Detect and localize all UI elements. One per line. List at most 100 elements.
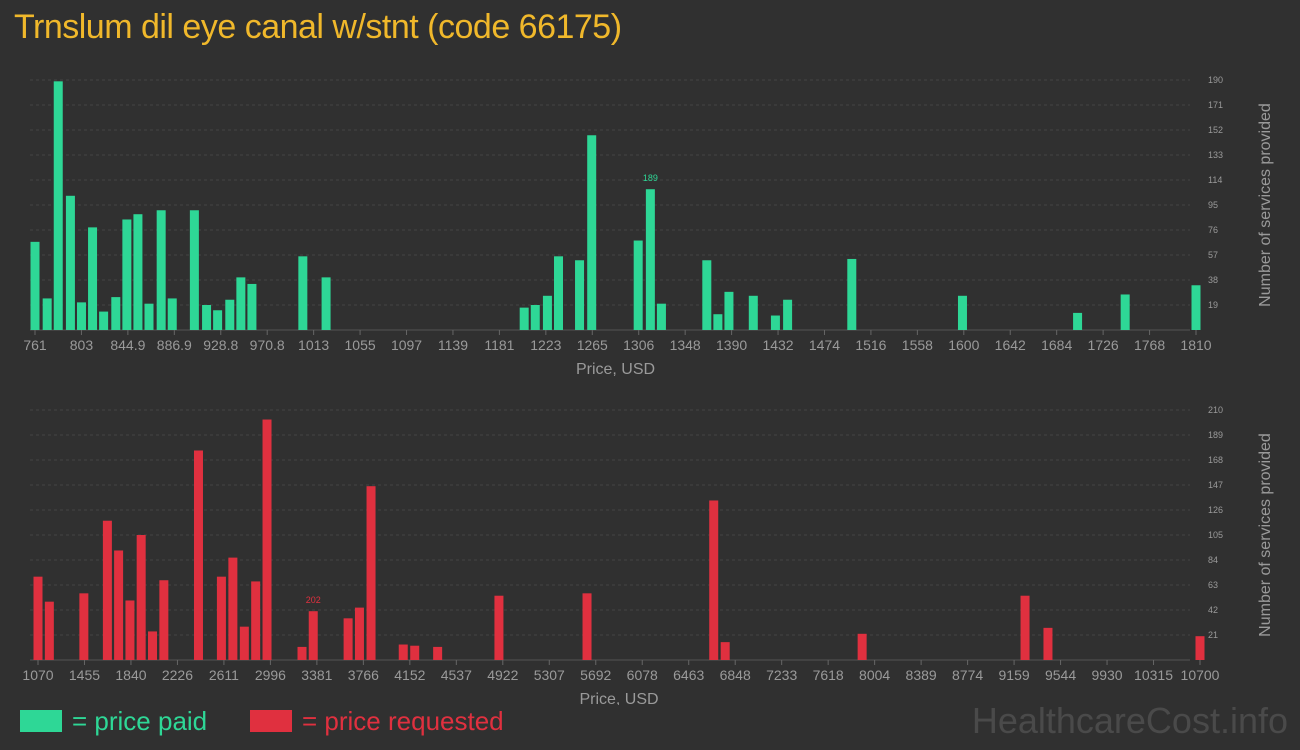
paid-bar [1073, 312, 1083, 330]
paid-x-tick-label: 1432 [762, 337, 793, 353]
requested-x-tick-label: 3766 [348, 667, 379, 683]
paid-bar [724, 291, 734, 330]
requested-bar [433, 646, 443, 660]
requested-y-tick-label: 147 [1208, 480, 1223, 490]
requested-bar [1043, 627, 1053, 660]
requested-y-tick-label: 126 [1208, 505, 1223, 515]
legend-paid-label: = price paid [72, 705, 208, 736]
paid-y-tick-label: 57 [1208, 250, 1218, 260]
paid-bar [748, 295, 758, 330]
requested-x-axis-title: Price, USD [579, 691, 658, 705]
paid-x-tick-label: 1097 [391, 337, 422, 353]
requested-x-tick-label: 2226 [162, 667, 193, 683]
requested-bar [582, 593, 592, 660]
paid-bar [587, 135, 597, 330]
paid-y-axis-title: Number of services provided [1257, 103, 1274, 307]
paid-bar [713, 314, 723, 330]
paid-y-tick-label: 76 [1208, 225, 1218, 235]
paid-bar [1191, 285, 1201, 330]
requested-bar [262, 419, 272, 660]
paid-y-tick-label: 19 [1208, 300, 1218, 310]
paid-bar [247, 283, 257, 330]
requested-x-tick-label: 8004 [859, 667, 890, 683]
paid-bar [1120, 294, 1130, 330]
requested-x-tick-label: 1840 [115, 667, 146, 683]
paid-y-tick-label: 114 [1208, 175, 1222, 185]
paid-bar [88, 227, 98, 330]
paid-y-tick-label: 190 [1208, 75, 1223, 85]
requested-bar [79, 593, 89, 660]
paid-x-tick-label: 1139 [438, 337, 468, 353]
paid-x-tick-label: 1600 [948, 337, 979, 353]
paid-bar [298, 256, 308, 330]
requested-x-tick-label: 2996 [255, 667, 286, 683]
requested-x-tick-label: 9930 [1091, 667, 1122, 683]
paid-x-tick-label: 1306 [623, 337, 654, 353]
requested-y-tick-label: 189 [1208, 430, 1223, 440]
paid-peak-label: 189 [643, 173, 658, 183]
paid-bar [702, 260, 712, 330]
paid-bar [783, 299, 793, 330]
legend-paid-swatch [20, 710, 62, 732]
paid-bar [530, 305, 540, 330]
requested-bar [33, 576, 43, 660]
requested-x-tick-label: 6078 [627, 667, 658, 683]
watermark: HealthcareCost.info [971, 700, 1288, 741]
requested-x-tick-label: 1070 [22, 667, 53, 683]
paid-bar [167, 298, 177, 330]
requested-x-tick-label: 3381 [301, 667, 332, 683]
paid-x-tick-label: 803 [70, 337, 94, 353]
paid-bar [575, 260, 585, 330]
requested-bar [216, 576, 226, 660]
paid-x-axis-title: Price, USD [576, 361, 655, 378]
requested-bar [159, 580, 169, 660]
paid-x-tick-label: 1474 [809, 337, 840, 353]
paid-y-tick-label: 38 [1208, 275, 1218, 285]
requested-y-tick-label: 63 [1208, 580, 1218, 590]
paid-bar [225, 299, 235, 330]
legend-requested-swatch [250, 710, 292, 732]
requested-bar [297, 646, 307, 660]
paid-bar [213, 310, 223, 330]
requested-bar [193, 450, 203, 660]
paid-bar [99, 311, 109, 330]
requested-x-tick-label: 6463 [673, 667, 704, 683]
requested-bar [102, 520, 112, 660]
requested-bar [354, 607, 364, 660]
requested-bar [366, 486, 376, 660]
paid-x-tick-label: 1223 [530, 337, 561, 353]
requested-bar [125, 600, 135, 660]
requested-x-tick-label: 7618 [813, 667, 844, 683]
requested-x-tick-label: 4537 [441, 667, 472, 683]
paid-bar [957, 295, 967, 330]
requested-x-tick-label: 6848 [720, 667, 751, 683]
paid-x-tick-label: 844.9 [110, 337, 145, 353]
requested-x-tick-label: 10700 [1181, 667, 1220, 683]
requested-x-tick-label: 9544 [1045, 667, 1076, 683]
paid-x-tick-label: 1013 [298, 337, 329, 353]
paid-bar [542, 295, 552, 330]
paid-x-tick-label: 1516 [855, 337, 886, 353]
page-title: Trnslum dil eye canal w/stnt (code 66175… [14, 8, 622, 46]
requested-y-tick-label: 42 [1208, 605, 1218, 615]
paid-x-tick-label: 1265 [577, 337, 608, 353]
paid-x-tick-label: 928.8 [203, 337, 238, 353]
paid-x-tick-label: 761 [23, 337, 47, 353]
requested-x-tick-label: 5307 [534, 667, 565, 683]
paid-bar [144, 303, 154, 330]
paid-bar [30, 241, 40, 330]
requested-bar [308, 611, 318, 660]
requested-bar [148, 631, 158, 660]
requested-x-tick-label: 10315 [1134, 667, 1173, 683]
paid-bar [76, 302, 86, 330]
requested-bar [1195, 636, 1205, 660]
requested-bar [343, 618, 353, 660]
paid-bar [645, 189, 655, 330]
requested-x-tick-label: 4922 [487, 667, 518, 683]
paid-x-tick-label: 1726 [1088, 337, 1119, 353]
requested-x-tick-label: 1455 [69, 667, 100, 683]
paid-x-tick-label: 970.8 [250, 337, 285, 353]
paid-bar [656, 303, 666, 330]
requested-bar [709, 500, 719, 660]
requested-bar [228, 557, 238, 660]
